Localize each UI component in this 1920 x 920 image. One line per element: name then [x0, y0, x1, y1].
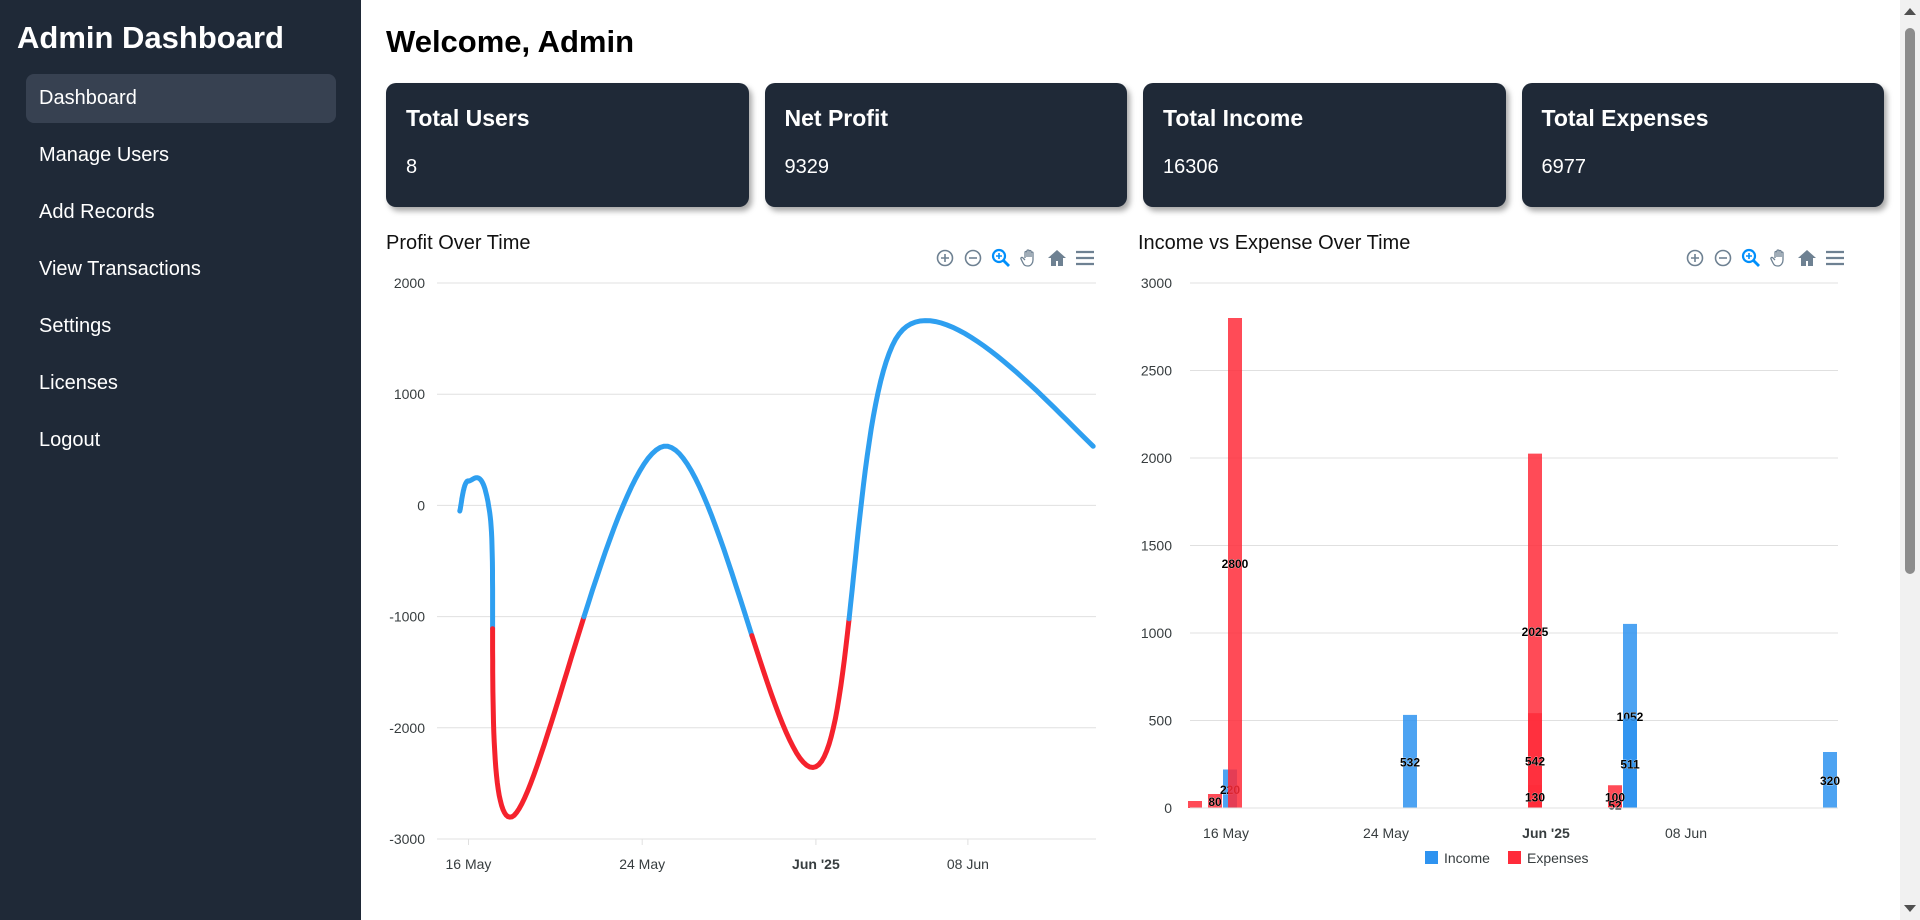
- expenses-data-label: 2800: [1222, 557, 1249, 571]
- stat-card-total-income: Total Income 16306: [1143, 83, 1506, 207]
- expenses-data-label: 130: [1525, 791, 1545, 805]
- stat-card-net-profit: Net Profit 9329: [764, 83, 1127, 207]
- chart-title: Income vs Expense Over Time: [1138, 232, 1411, 254]
- profit-chart: Profit Over Time 2000 1000 0 -1000 -2000 -300…: [386, 232, 1111, 882]
- expenses-bar: [1528, 713, 1542, 808]
- zoom-out-icon[interactable]: [1713, 248, 1733, 268]
- sidebar-item-view-transactions[interactable]: View Transactions: [39, 258, 201, 280]
- x-tick-label: 24 May: [1363, 825, 1409, 841]
- profit-line-segment-4: [846, 318, 1096, 622]
- x-tick-label: Jun '25: [1522, 825, 1570, 841]
- scrollbar-thumb[interactable]: [1905, 28, 1915, 574]
- income-expense-chart: Income vs Expense Over Time 3000 2500 2000…: [1138, 232, 1863, 882]
- profit-line-segment-2: [581, 443, 755, 639]
- sidebar-item-logout[interactable]: Logout: [39, 429, 101, 451]
- scroll-down-arrow-icon[interactable]: [1904, 905, 1916, 912]
- legend-label: Expenses: [1527, 850, 1588, 866]
- scroll-up-arrow-icon[interactable]: [1904, 8, 1916, 15]
- pan-hand-icon[interactable]: [1019, 248, 1039, 268]
- page-title: Welcome, Admin: [386, 24, 635, 59]
- page-scrollbar[interactable]: [1900, 0, 1920, 920]
- menu-icon[interactable]: [1825, 248, 1845, 268]
- y-tick-label: 1000: [394, 386, 425, 402]
- profit-line-segment-3: [749, 616, 852, 771]
- legend-label: Income: [1444, 850, 1490, 866]
- zoom-in-icon[interactable]: [935, 248, 955, 268]
- selection-zoom-icon[interactable]: [1741, 248, 1761, 268]
- stat-card-total-users: Total Users 8: [386, 83, 749, 207]
- stat-card-total-expenses: Total Expenses 6977: [1521, 83, 1884, 207]
- sidebar-item-manage-users[interactable]: Manage Users: [39, 144, 170, 166]
- expenses-bar: [1228, 318, 1242, 808]
- y-tick-label: 0: [417, 497, 425, 513]
- stat-cards: Total Users 8 Net Profit 9329 Total Inco…: [386, 83, 1884, 207]
- card-title: Total Users: [406, 105, 530, 131]
- pan-hand-icon[interactable]: [1769, 248, 1789, 268]
- sidebar-item-settings[interactable]: Settings: [39, 315, 112, 337]
- expenses-data-label: 542: [1525, 755, 1545, 769]
- expenses-bar: [1608, 801, 1622, 808]
- income-data-label: 320: [1820, 774, 1840, 788]
- card-value: 8: [406, 156, 418, 178]
- income-data-label: 532: [1400, 755, 1420, 769]
- brand-title: Admin Dashboard: [17, 20, 284, 55]
- income-bar: [1623, 718, 1637, 808]
- menu-icon[interactable]: [1075, 248, 1095, 268]
- reset-home-icon[interactable]: [1047, 248, 1067, 268]
- x-tick-label: 16 May: [1203, 825, 1249, 841]
- y-tick-label: -3000: [389, 831, 425, 847]
- expenses-bar: [1528, 785, 1542, 808]
- y-tick-label: 0: [1164, 800, 1172, 816]
- chart-toolbar: [1685, 248, 1845, 268]
- y-tick-label: 500: [1149, 713, 1173, 729]
- main-content: Welcome, Admin Total Users 8 Net Profit …: [361, 0, 1900, 920]
- zoom-in-icon[interactable]: [1685, 248, 1705, 268]
- x-tick-label: 08 Jun: [947, 856, 989, 872]
- expenses-data-label: 80: [1208, 795, 1222, 809]
- x-tick-label: 24 May: [619, 856, 665, 872]
- income-bar: [1823, 752, 1837, 808]
- x-tick-label: Jun '25: [792, 856, 840, 872]
- y-tick-label: 3000: [1141, 275, 1172, 291]
- expenses-bar: [1208, 794, 1222, 808]
- card-title: Net Profit: [784, 105, 889, 131]
- profit-line-segment-0: [457, 475, 496, 632]
- expenses-data-label: 52: [1608, 799, 1622, 813]
- sidebar-item-dashboard[interactable]: Dashboard: [26, 74, 336, 123]
- reset-home-icon[interactable]: [1797, 248, 1817, 268]
- card-value: 16306: [1163, 156, 1219, 178]
- y-tick-label: 2500: [1141, 363, 1172, 379]
- card-value: 6977: [1541, 156, 1587, 178]
- profit-line-chart-svg: 2000 1000 0 -1000 -2000 -3000 16 May 24 May Jun …: [389, 275, 1096, 872]
- y-tick-label: 1000: [1141, 625, 1172, 641]
- x-tick-label: 16 May: [446, 856, 492, 872]
- income-data-label: 511: [1620, 757, 1640, 771]
- income-bar: [1403, 714, 1417, 808]
- y-tick-label: 2000: [1141, 450, 1172, 466]
- zoom-out-icon[interactable]: [963, 248, 983, 268]
- x-tick-label: 08 Jun: [1665, 825, 1707, 841]
- legend-marker: [1508, 851, 1521, 864]
- card-title: Total Income: [1163, 105, 1304, 131]
- expenses-data-label: 2025: [1522, 625, 1549, 639]
- chart-title: Profit Over Time: [386, 232, 531, 254]
- sidebar-item-licenses[interactable]: Licenses: [39, 372, 118, 394]
- chart-toolbar: [935, 248, 1095, 268]
- card-title: Total Expenses: [1541, 105, 1709, 131]
- profit-line-segment-1: [490, 614, 587, 820]
- income-expense-bar-chart-svg: 3000 2500 2000 1500 1000 500 0 16 May 24 May Jun …: [1141, 275, 1841, 866]
- expenses-bar: [1188, 801, 1202, 808]
- legend-marker: [1425, 851, 1438, 864]
- card-value: 9329: [784, 156, 830, 178]
- sidebar-item-add-records[interactable]: Add Records: [39, 201, 155, 223]
- sidebar: Admin Dashboard Dashboard Manage Users A…: [0, 0, 361, 920]
- y-tick-label: 2000: [394, 275, 425, 291]
- y-tick-label: -1000: [389, 609, 425, 625]
- selection-zoom-icon[interactable]: [991, 248, 1011, 268]
- y-tick-label: 1500: [1141, 538, 1172, 554]
- y-tick-label: -2000: [389, 720, 425, 736]
